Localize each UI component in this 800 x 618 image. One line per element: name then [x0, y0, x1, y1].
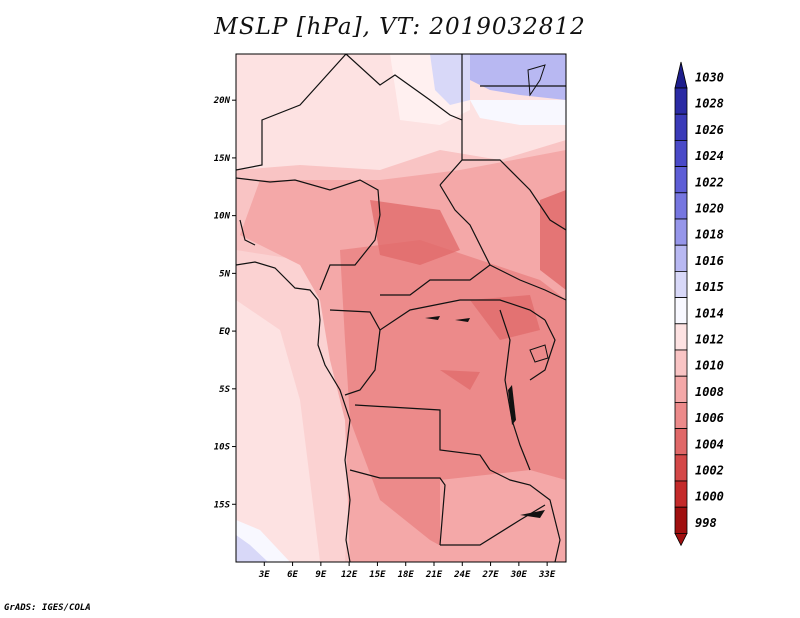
north-1014-field — [470, 100, 566, 125]
border-sudan — [462, 159, 566, 231]
x-tick-label: 27E — [481, 570, 499, 580]
colorbar-swatch — [674, 87, 688, 115]
borders — [236, 54, 566, 562]
colorbar-swatch — [674, 480, 688, 508]
colorbar-label: 1022 — [695, 175, 724, 189]
lake-victoria — [529, 344, 549, 363]
coastline — [236, 261, 351, 562]
y-tick-label: 10S — [214, 443, 231, 453]
border-algeria-mali — [236, 54, 347, 171]
map-title: MSLP [hPa], VT: 2019032812 — [214, 14, 586, 40]
y-tick-label: EQ — [219, 327, 230, 337]
border-zambia-malawi — [489, 469, 561, 562]
north-high-edge-field — [430, 54, 470, 105]
colorbar-swatch — [674, 428, 688, 456]
x-tick-label: 12E — [341, 570, 358, 580]
x-tick-label: 18E — [398, 570, 415, 580]
axes: 3E 6E 9E 12E 15E 18E 21E 24E 27E 30E 33E 20N 15N 10N 5… — [213, 96, 556, 580]
y-tick-label: 10N — [214, 212, 231, 222]
colorbar-swatch — [674, 270, 688, 298]
colorbar: 1030 1028 1026 1024 1022 1020 1018 1016 1015 1014… — [674, 61, 724, 547]
border-west-coast — [239, 219, 256, 246]
border-sahel — [236, 177, 381, 216]
colorbar-swatch — [674, 218, 688, 246]
x-tick-label: 15E — [369, 570, 386, 580]
colorbar-label: 1012 — [695, 333, 724, 347]
y-tick-label: 5S — [219, 385, 230, 395]
border-south-sudan — [489, 264, 566, 301]
border-drc-east — [499, 309, 531, 471]
colorbar-swatch — [674, 113, 688, 141]
y-tick-label: 5N — [219, 269, 230, 279]
small-low-field — [440, 370, 480, 390]
colorbar-label: 1030 — [695, 71, 724, 85]
lake-tanganyika — [508, 385, 516, 425]
colorbar-label: 1010 — [695, 359, 724, 373]
colorbar-swatch — [674, 454, 688, 482]
x-tick-label: 3E — [258, 570, 270, 580]
colorbar-label: 1000 — [695, 490, 724, 504]
colorbar-swatch — [674, 375, 688, 403]
border-angola-drc — [354, 404, 491, 471]
colorbar-label: 1008 — [695, 385, 724, 399]
grads-credit: GrADS: IGES/COLA — [4, 603, 91, 613]
y-tick-label: 20N — [213, 96, 231, 106]
colorbar-label: 1015 — [695, 280, 724, 294]
colorbar-swatch — [674, 349, 688, 377]
chad-low-field — [370, 200, 460, 265]
border-niger-libya — [345, 54, 463, 186]
x-tick-label: 33E — [538, 570, 556, 580]
colorbar-label: 1002 — [695, 464, 724, 478]
y-tick-label: 15N — [214, 154, 231, 164]
border-uganda — [529, 319, 556, 381]
congo-low-field — [470, 295, 540, 340]
colorbar-swatch — [674, 192, 688, 220]
border-chad-car — [380, 184, 491, 296]
colorbar-label: 1004 — [695, 437, 724, 451]
colorbar-label: 1014 — [695, 306, 724, 320]
colorbar-top-arrow — [674, 61, 688, 89]
x-tick-label: 21E — [425, 570, 443, 580]
colorbar-swatch — [674, 401, 688, 429]
colorbar-swatch — [674, 244, 688, 272]
atlantic-high-field — [236, 300, 320, 562]
lake-mark — [455, 318, 470, 322]
colorbar-swatch — [674, 139, 688, 167]
colorbar-swatch — [674, 323, 688, 351]
border-gabon-congo — [329, 309, 381, 396]
lake-mark — [425, 316, 440, 320]
colorbar-label: 1020 — [695, 202, 724, 216]
y-tick-label: 15S — [214, 500, 231, 510]
border-drc-north — [379, 299, 546, 331]
colorbar-label: 1016 — [695, 254, 724, 268]
x-tick-label: 9E — [315, 570, 326, 580]
x-tick-label: 30E — [510, 570, 528, 580]
lake-kariba — [520, 510, 545, 518]
lakes — [425, 64, 549, 518]
colorbar-label: 1018 — [695, 228, 724, 242]
colorbar-label: 1026 — [695, 123, 724, 137]
x-tick-label: 6E — [287, 570, 298, 580]
border-nigeria-cameroon — [319, 214, 381, 291]
colorbar-swatch — [674, 506, 688, 534]
colorbar-label: 1028 — [695, 97, 724, 111]
colorbar-swatch — [674, 297, 688, 325]
sw-high-field — [236, 535, 268, 562]
colorbar-label: 1024 — [695, 149, 724, 163]
colorbar-bottom-arrow — [674, 533, 688, 547]
colorbar-swatch — [674, 166, 688, 194]
x-tick-label: 24E — [453, 570, 471, 580]
pressure-field — [236, 54, 566, 562]
colorbar-label: 1006 — [695, 411, 724, 425]
border-angola-zambia — [349, 469, 446, 546]
red-sea-coast — [527, 64, 546, 97]
south-plateau-field — [440, 470, 566, 562]
colorbar-label: 998 — [695, 516, 717, 530]
map-frame — [235, 53, 567, 563]
